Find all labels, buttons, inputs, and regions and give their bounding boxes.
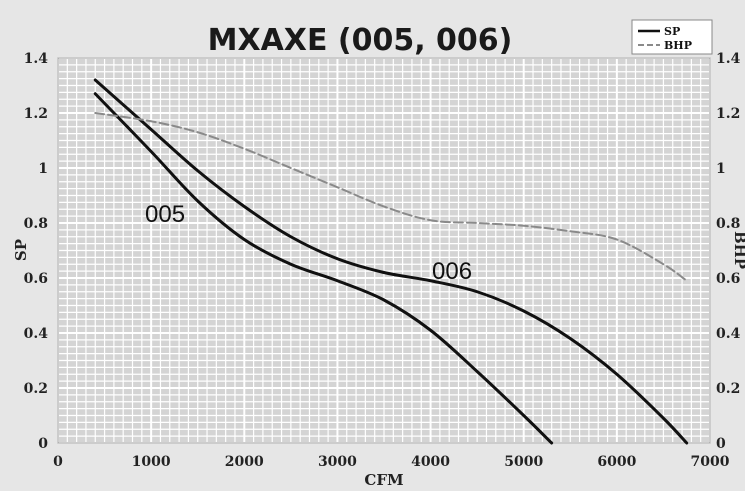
- y-tick-label: 0.2: [24, 381, 48, 397]
- y-tick-label: 0: [38, 436, 48, 452]
- curve-label-005: 005: [145, 201, 185, 228]
- x-tick-label: 7000: [691, 454, 730, 470]
- y2-axis-label: BHP: [731, 231, 745, 269]
- legend-label-bhp: BHP: [664, 39, 692, 52]
- y2-tick-label: 0.8: [716, 216, 740, 232]
- y2-tick-labels: 0 0.2 0.4 0.6 0.8 1 1.2 1.4: [716, 51, 741, 452]
- curve-label-006: 006: [432, 258, 472, 285]
- y-tick-label: 0.8: [24, 216, 48, 232]
- series-line-bhp: [94, 112, 688, 282]
- y-tick-labels: 0 0.2 0.4 0.6 0.8 1 1.2 1.4: [24, 51, 49, 452]
- x-tick-labels: 0 1000 2000 3000 4000 5000 6000 7000: [53, 454, 730, 470]
- y-tick-label: 0.4: [24, 326, 49, 342]
- x-tick-label: 2000: [225, 454, 264, 470]
- y-tick-label: 0.6: [24, 271, 48, 287]
- y-tick-label: 1: [38, 161, 48, 177]
- y2-tick-label: 0: [716, 436, 726, 452]
- series-group: [93, 78, 689, 445]
- y2-tick-label: 0.6: [716, 271, 740, 287]
- y2-tick-label: 0.2: [716, 381, 740, 397]
- x-tick-label: 6000: [597, 454, 636, 470]
- plot-border: [57, 57, 711, 444]
- x-tick-label: 1000: [132, 454, 171, 470]
- legend: SP BHP: [631, 19, 713, 55]
- x-axis-label: CFM: [364, 471, 403, 489]
- y-axis-label: SP: [12, 239, 30, 261]
- y2-tick-label: 0.4: [716, 326, 741, 342]
- legend-label-sp: SP: [664, 25, 680, 38]
- series-line-sp-006: [93, 78, 689, 445]
- y2-tick-label: 1.2: [716, 106, 740, 122]
- x-tick-label: 0: [53, 454, 63, 470]
- x-tick-label: 4000: [411, 454, 450, 470]
- y2-tick-label: 1.4: [716, 51, 741, 67]
- y-tick-label: 1.4: [24, 51, 49, 67]
- y-tick-label: 1.2: [24, 106, 48, 122]
- y2-tick-label: 1: [716, 161, 726, 177]
- chart-title: MXAXE (005, 006): [208, 23, 513, 58]
- x-tick-label: 3000: [318, 454, 357, 470]
- x-tick-label: 5000: [504, 454, 543, 470]
- series-line-sp-005: [93, 92, 554, 445]
- grid: [57, 57, 711, 444]
- legend-box: [631, 19, 713, 55]
